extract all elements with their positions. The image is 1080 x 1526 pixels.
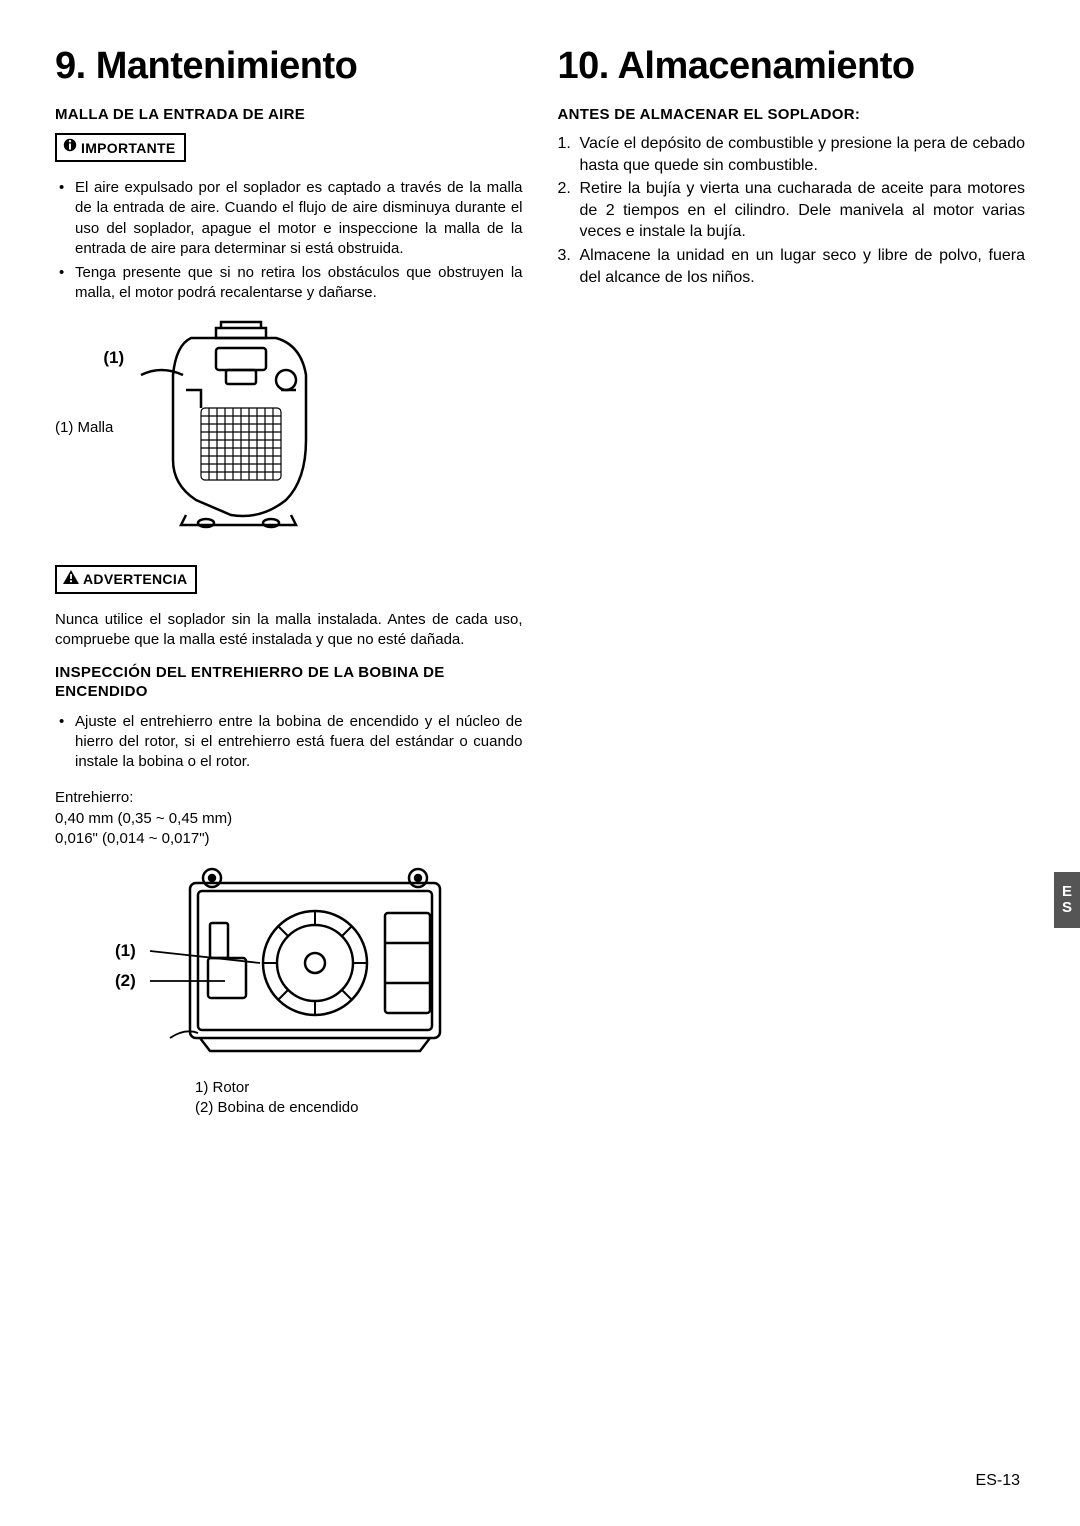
subheading-coil-gap: INSPECCIÓN DEL ENTREHIERRO DE LA BOBINA …	[55, 664, 523, 702]
tab-line-1: E	[1062, 884, 1072, 901]
figure-1-caption: (1) Malla	[55, 419, 113, 436]
important-bullets: El aire expulsado por el soplador es cap…	[55, 178, 523, 304]
info-icon	[63, 138, 77, 157]
figure-2-caption-2: (2) Bobina de encendido	[195, 1098, 523, 1118]
subheading-before-storage: ANTES DE ALMACENAR EL SOPLADOR:	[558, 106, 1026, 123]
figure-1-wrap: (1)	[131, 320, 326, 535]
spec-label: Entrehierro:	[55, 788, 523, 808]
figure-2-callout-2: (2)	[115, 971, 136, 991]
warning-text: Nunca utilice el soplador sin la malla i…	[55, 610, 523, 651]
advertencia-callout: ADVERTENCIA	[55, 565, 197, 594]
coil-bullets: Ajuste el entrehierro entre la bobina de…	[55, 712, 523, 773]
gap-spec: Entrehierro: 0,40 mm (0,35 ~ 0,45 mm) 0,…	[55, 788, 523, 849]
list-item: Almacene la unidad en un lugar seco y li…	[558, 245, 1026, 288]
storage-steps: Vacíe el depósito de combustible y presi…	[558, 133, 1026, 288]
warning-icon	[63, 570, 79, 589]
figure-2-caption-1: 1) Rotor	[195, 1078, 523, 1098]
spec-line-in: 0,016" (0,014 ~ 0,017")	[55, 829, 523, 849]
list-item: Retire la bujía y vierta una cucharada d…	[558, 178, 1026, 243]
section-title-maintenance: 9. Mantenimiento	[55, 45, 523, 88]
left-column: 9. Mantenimiento MALLA DE LA ENTRADA DE …	[55, 45, 523, 1119]
bullet-item: El aire expulsado por el soplador es cap…	[75, 178, 523, 259]
page-content: 9. Mantenimiento MALLA DE LA ENTRADA DE …	[0, 0, 1080, 1149]
blower-diagram-icon	[131, 320, 326, 530]
figure-2-block: (1) (2)	[95, 863, 523, 1119]
page-number: ES-13	[976, 1472, 1020, 1490]
subheading-air-inlet: MALLA DE LA ENTRADA DE AIRE	[55, 106, 523, 123]
importante-label: IMPORTANTE	[81, 140, 176, 156]
section-title-storage: 10. Almacenamiento	[558, 45, 1026, 88]
spec-line-mm: 0,40 mm (0,35 ~ 0,45 mm)	[55, 809, 523, 829]
importante-callout: IMPORTANTE	[55, 133, 186, 162]
bullet-item: Tenga presente que si no retira los obst…	[75, 263, 523, 304]
tab-line-2: S	[1062, 900, 1072, 917]
figure-1-block: (1) Malla (1)	[55, 320, 523, 535]
advertencia-label: ADVERTENCIA	[83, 571, 187, 587]
ignition-coil-diagram-icon	[150, 863, 480, 1063]
right-column: 10. Almacenamiento ANTES DE ALMACENAR EL…	[558, 45, 1026, 1119]
figure-2-callout-1: (1)	[115, 941, 136, 961]
figure-2-caption: 1) Rotor (2) Bobina de encendido	[195, 1078, 523, 1119]
language-tab: E S	[1054, 872, 1080, 928]
bullet-item: Ajuste el entrehierro entre la bobina de…	[75, 712, 523, 773]
list-item: Vacíe el depósito de combustible y presi…	[558, 133, 1026, 176]
figure-1-callout: (1)	[103, 348, 124, 368]
